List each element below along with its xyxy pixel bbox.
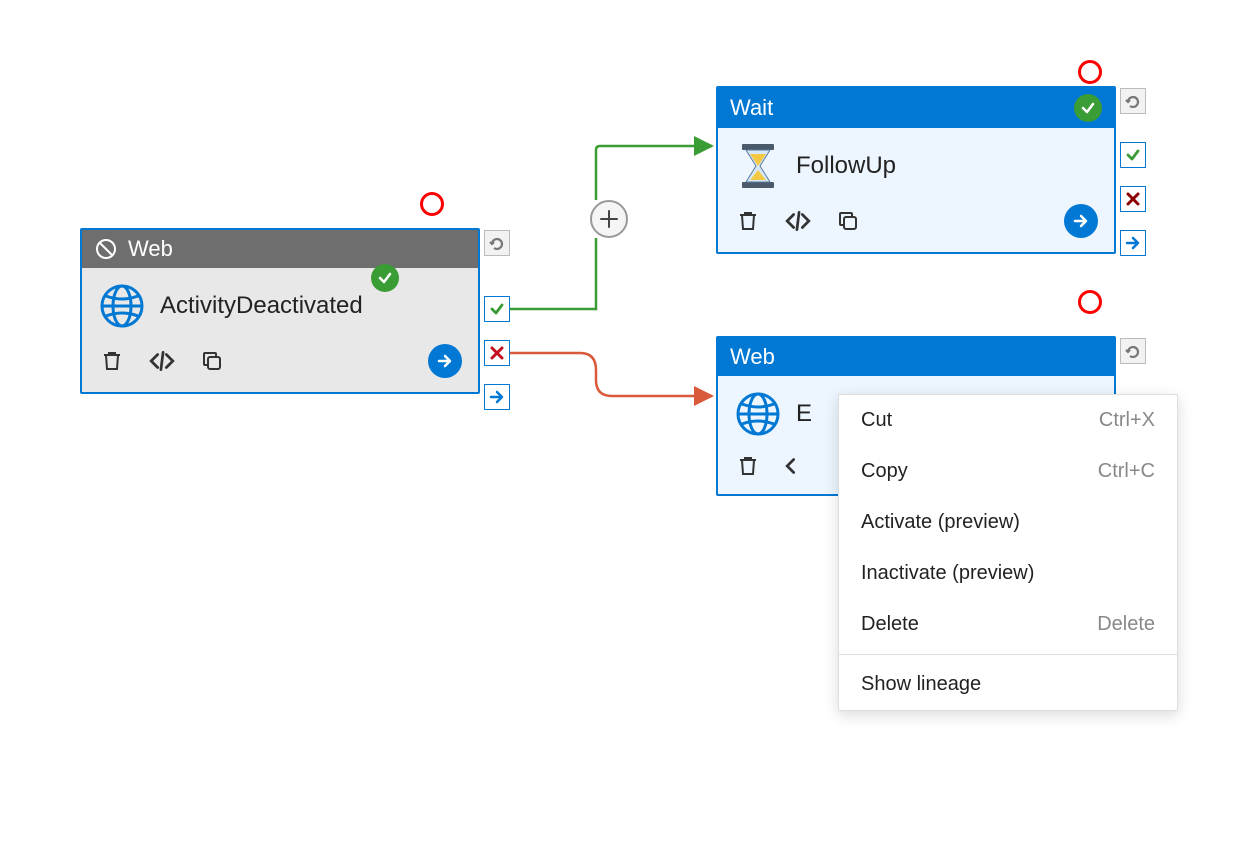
menu-shortcut: Ctrl+C: [1098, 460, 1155, 483]
port-completion[interactable]: [1120, 338, 1146, 364]
activity-name: FollowUp: [796, 152, 896, 180]
node-toolbar: [718, 198, 1114, 252]
menu-item-cut[interactable]: Cut Ctrl+X: [839, 395, 1177, 446]
node-body: FollowUp: [718, 128, 1114, 198]
activity-name: E: [796, 400, 812, 428]
node-header[interactable]: Web: [718, 338, 1114, 376]
code-icon[interactable]: [784, 452, 812, 480]
globe-icon: [98, 282, 146, 330]
node-header[interactable]: Web: [82, 230, 478, 268]
breakpoint-marker[interactable]: [1078, 290, 1102, 314]
menu-item-activate[interactable]: Activate (preview): [839, 497, 1177, 548]
node-type-label: Web: [128, 236, 173, 262]
code-icon[interactable]: [148, 347, 176, 375]
delete-icon[interactable]: [98, 347, 126, 375]
deactivated-icon: [94, 237, 118, 261]
node-body: ActivityDeactivated: [82, 268, 478, 338]
activity-node-wait[interactable]: Wait FollowUp: [716, 86, 1116, 254]
menu-shortcut: Delete: [1097, 613, 1155, 636]
port-fail[interactable]: [1120, 186, 1146, 212]
connector-fail: [510, 353, 712, 396]
menu-separator: [839, 654, 1177, 655]
node-type-label: Web: [730, 344, 775, 370]
port-completion[interactable]: [484, 230, 510, 256]
menu-shortcut: Ctrl+X: [1099, 409, 1155, 432]
menu-item-show-lineage[interactable]: Show lineage: [839, 659, 1177, 710]
copy-icon[interactable]: [834, 207, 862, 235]
port-skip[interactable]: [1120, 230, 1146, 256]
status-success-icon: [371, 264, 399, 292]
breakpoint-marker[interactable]: [420, 192, 444, 216]
menu-item-inactivate[interactable]: Inactivate (preview): [839, 548, 1177, 599]
menu-label: Activate (preview): [861, 511, 1020, 534]
status-success-icon: [1074, 94, 1102, 122]
node-type-label: Wait: [730, 95, 773, 121]
activity-name: ActivityDeactivated: [160, 292, 363, 320]
port-skip[interactable]: [484, 384, 510, 410]
port-completion[interactable]: [1120, 88, 1146, 114]
context-menu[interactable]: Cut Ctrl+X Copy Ctrl+C Activate (preview…: [838, 394, 1178, 711]
add-activity-button[interactable]: [590, 200, 628, 238]
hourglass-icon: [734, 142, 782, 190]
menu-item-copy[interactable]: Copy Ctrl+C: [839, 446, 1177, 497]
run-arrow-button[interactable]: [428, 344, 462, 378]
connector-success: [510, 238, 596, 309]
node-toolbar: [82, 338, 478, 392]
activity-node-web-deactivated[interactable]: Web ActivityDeactivated: [80, 228, 480, 394]
node-header[interactable]: Wait: [718, 88, 1114, 128]
delete-icon[interactable]: [734, 207, 762, 235]
menu-item-delete[interactable]: Delete Delete: [839, 599, 1177, 650]
globe-icon: [734, 390, 782, 438]
breakpoint-marker[interactable]: [1078, 60, 1102, 84]
connector-success-2: [596, 146, 712, 200]
copy-icon[interactable]: [198, 347, 226, 375]
port-success[interactable]: [1120, 142, 1146, 168]
port-success[interactable]: [484, 296, 510, 322]
run-arrow-button[interactable]: [1064, 204, 1098, 238]
menu-label: Cut: [861, 409, 892, 432]
pipeline-canvas[interactable]: Web ActivityDeactivated: [0, 0, 1240, 860]
delete-icon[interactable]: [734, 452, 762, 480]
menu-label: Delete: [861, 613, 919, 636]
port-fail[interactable]: [484, 340, 510, 366]
menu-label: Show lineage: [861, 673, 981, 696]
menu-label: Copy: [861, 460, 908, 483]
code-icon[interactable]: [784, 207, 812, 235]
menu-label: Inactivate (preview): [861, 562, 1034, 585]
